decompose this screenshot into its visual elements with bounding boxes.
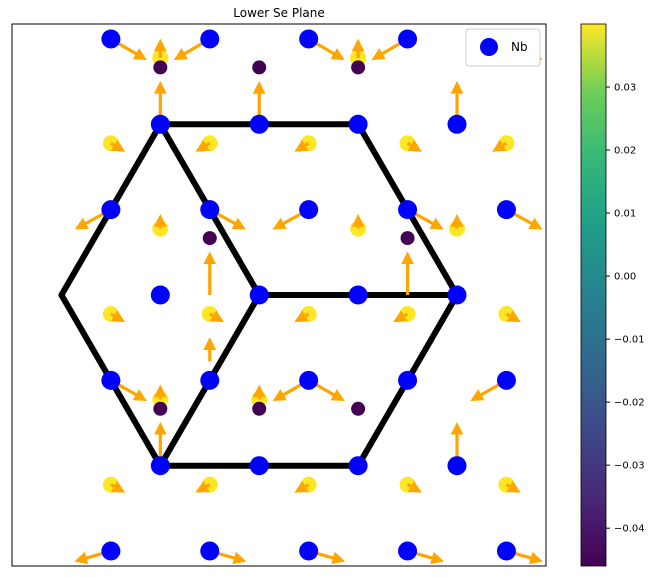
nb-point [249,285,269,305]
nb-point [447,285,467,305]
nb-layer [101,29,516,561]
lower-se-point [400,231,415,246]
colorbar-tick-label: 0.01 [614,209,636,220]
colorbar-tick-label: −0.01 [614,335,645,346]
lower-se-point [252,60,267,75]
lower-se-point [202,231,217,246]
nb-point [200,200,220,220]
plot-layer [58,29,544,565]
nb-point [398,29,418,49]
colorbar-tick-label: −0.04 [614,524,645,535]
legend: Nb [465,28,541,67]
displacement-arrow [393,310,409,323]
displacement-arrow [294,139,310,152]
legend-box [465,28,541,67]
colorbar-gradient [580,23,607,567]
displacement-arrow [294,480,310,493]
bond-line [107,121,164,213]
bond-line [355,121,411,213]
bond-line [404,206,460,298]
nb-point [101,370,121,390]
colorbar: 0.03 0.02 0.01 0.00 −0.01 −0.02 −0.03 −0.04 [580,23,645,567]
bond-line [157,377,213,469]
lower-se-point [252,401,267,416]
colorbar-ticks: 0.03 0.02 0.01 0.00 −0.01 −0.02 −0.03 −0.04 [606,83,645,535]
nb-point [299,29,319,49]
displacement-arrow [406,480,422,493]
colorbar-tick-label: −0.03 [614,461,645,472]
nb-point [101,200,121,220]
bond-line [58,206,114,298]
lower-se-point [153,60,168,75]
lower-se-layer [153,60,415,416]
nb-point [496,200,516,220]
displacement-arrow [195,139,211,152]
nb-point [150,114,170,134]
colorbar-tick-label: −0.02 [614,398,645,409]
nb-point [101,541,121,561]
nb-point [348,114,368,134]
chart-title: Lower Se Plane [233,6,325,20]
bonds-layer [58,121,460,469]
displacement-arrow [208,310,225,323]
colorbar-tick-label: 0.00 [614,272,636,283]
nb-point [398,541,418,561]
displacement-arrow [505,480,521,493]
displacement-arrow [110,480,126,493]
displacement-arrow [505,310,521,323]
nb-point [200,370,220,390]
nb-point [299,541,319,561]
displacement-arrow [110,139,126,152]
lower-se-point [351,60,366,75]
nb-point [447,456,467,476]
nb-point [200,541,220,561]
lower-se-point [153,401,168,416]
bond-line [157,121,213,213]
nb-point [150,285,170,305]
colorbar-tick-label: 0.02 [614,146,636,157]
nb-point [249,456,269,476]
bond-line [206,206,263,298]
bond-line [58,292,114,384]
displacement-arrow [110,310,126,323]
nb-point [200,29,220,49]
bond-line [355,377,411,469]
colorbar-tick-label: 0.03 [614,83,636,94]
nb-point [348,285,368,305]
legend-nb-label: Nb [511,40,528,54]
nb-point [348,456,368,476]
nb-point [398,370,418,390]
displacement-arrow [492,139,508,152]
nb-point [447,114,467,134]
displacement-arrow [294,310,310,323]
displacement-arrow [195,480,211,493]
nb-point [101,29,121,49]
nb-point [299,370,319,390]
nb-point [249,114,269,134]
lower-se-point [351,401,366,416]
bond-line [206,292,263,384]
displacement-arrow [406,139,422,152]
nb-point [496,370,516,390]
nb-point [299,200,319,220]
nb-point [150,456,170,476]
nb-point [496,541,516,561]
legend-nb-marker [480,38,498,56]
nb-point [398,200,418,220]
bond-line [107,377,164,469]
bond-line [404,292,460,384]
